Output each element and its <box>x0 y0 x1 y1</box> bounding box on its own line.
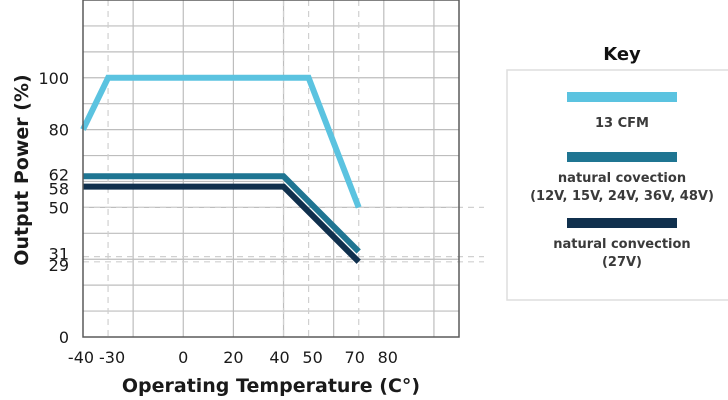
plot-area-border <box>82 0 460 338</box>
x-tick-label: -40 <box>68 348 94 367</box>
legend-label-natural-covection-line2: (12V, 15V, 24V, 36V, 48V) <box>530 189 714 204</box>
y-tick-label: 58 <box>49 180 69 199</box>
legend-label-natural-covection-line1: natural covection <box>558 171 686 186</box>
y-tick-label: 50 <box>49 198 69 217</box>
legend-label-natural-convection-27v-line1: natural convection <box>553 237 690 252</box>
legend-title: Key <box>603 44 641 65</box>
x-axis-title: Operating Temperature (C°) <box>122 375 420 397</box>
y-tick-label: 62 <box>49 165 69 184</box>
series-lines <box>80 74 362 264</box>
x-tick-label: 0 <box>178 348 188 367</box>
legend-label-13cfm: 13 CFM <box>595 116 649 131</box>
legend-swatch-13cfm <box>567 92 677 102</box>
x-tick-label: -30 <box>99 348 125 367</box>
y-tick-label: 29 <box>49 256 69 275</box>
legend: Key 13 CFM natural covection (12V, 15V, … <box>506 44 728 301</box>
legend-label-natural-convection-27v-line2: (27V) <box>602 255 642 270</box>
y-tick-label: 31 <box>49 245 69 264</box>
series-line-0 <box>80 74 362 209</box>
x-tick-label: 40 <box>269 348 289 367</box>
legend-swatch-natural-convection-27v <box>567 218 677 228</box>
grid <box>83 0 484 337</box>
series-line-2 <box>83 183 361 264</box>
y-tick-label: 0 <box>59 328 69 347</box>
x-tick-label: 20 <box>223 348 243 367</box>
x-tick-label: 50 <box>302 348 322 367</box>
x-axis-ticks: -40 -30 0 20 40 50 70 80 <box>68 348 398 367</box>
y-axis-title: Output Power (%) <box>11 74 33 265</box>
legend-swatch-natural-covection <box>567 152 677 162</box>
y-tick-label: 80 <box>49 121 69 140</box>
y-tick-label: 100 <box>38 69 69 88</box>
legend-box <box>506 69 728 301</box>
x-tick-label: 80 <box>378 348 398 367</box>
series-line-1 <box>83 173 361 254</box>
x-tick-label: 70 <box>345 348 365 367</box>
